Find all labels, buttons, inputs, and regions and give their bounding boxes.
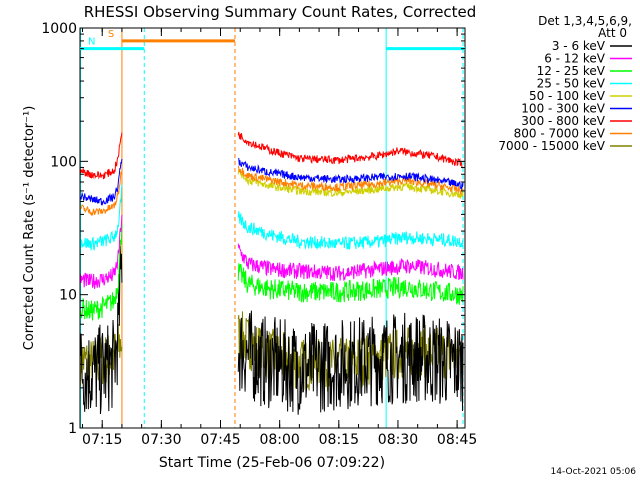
x-axis: 07:15 07:30 07:45 08:00 08:15 08:30 08:45 [81,28,477,448]
y-tick-label: 1000 [41,21,77,37]
series-line-6-12kev-0 [80,214,123,289]
series-line-6-12kev-1 [237,243,464,282]
series-line-100-300kev-1 [238,157,464,191]
series-line-300-800kev-1 [237,131,464,169]
observing-flags: SN [80,29,465,51]
legend-label-4: 50 - 100 keV [529,89,606,103]
x-tick-label: 08:00 [259,432,299,448]
plot-frame [79,27,466,429]
legend-label-1: 6 - 12 keV [544,52,606,66]
render-timestamp: 14-Oct-2021 05:06 [551,467,637,477]
chart-title: RHESSI Observing Summary Count Rates, Co… [84,3,477,21]
legend-label-0: 3 - 6 keV [552,39,606,53]
y-tick-label: 1 [68,421,77,437]
series-line-3-6kev-0 [80,245,123,415]
legend-label-8: 7000 - 15000 keV [498,139,605,153]
x-axis-label: Start Time (25-Feb-06 07:09:22) [159,455,385,471]
legend-label-2: 12 - 25 keV [537,64,606,78]
x-tick-label: 07:15 [82,432,122,448]
x-tick-label: 08:15 [319,432,359,448]
legend-label-6: 300 - 800 keV [521,114,605,128]
series-line-3-6kev-1 [237,310,464,415]
y-axis-label: Corrected Count Rate (s⁻¹ detector⁻¹) [22,106,37,351]
x-tick-label: 07:30 [141,432,181,448]
x-tick-label: 08:45 [437,432,477,448]
y-axis: 1 10 100 1000 [41,21,465,437]
x-tick-label: 08:30 [378,432,418,448]
legend-header-attenuator: Att 0 [598,26,627,40]
legend-header-detectors: Det 1,3,4,5,6,9, [538,14,632,28]
series-line-12-25kev-1 [237,263,464,305]
series-line-800-7000kev-1 [237,165,464,195]
series-line-12-25kev-0 [80,224,123,321]
legend-label-5: 100 - 300 keV [521,102,605,116]
plot-area [80,28,464,428]
series-line-50-100kev-0 [237,169,464,199]
series-line-25-50kev-1 [237,211,464,250]
y-tick-label: 100 [50,154,77,170]
series-line-300-800kev-0 [80,132,123,180]
series-line-25-50kev-0 [80,184,123,252]
flag-label-s: S [108,29,114,40]
flag-label-n: N [88,37,95,48]
x-tick-label: 07:45 [200,432,240,448]
legend-label-7: 800 - 7000 keV [514,127,606,141]
y-tick-label: 10 [59,288,77,304]
series-line-800-7000kev-0 [80,171,123,217]
legend-label-3: 25 - 50 keV [537,77,606,91]
series-line-100-300kev-0 [80,158,123,206]
